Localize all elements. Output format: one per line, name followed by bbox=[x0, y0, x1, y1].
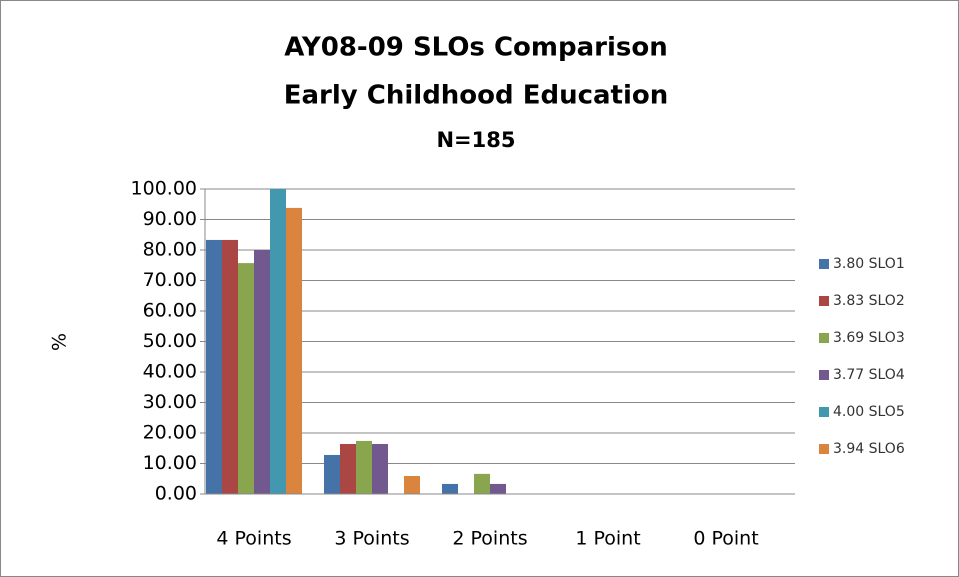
y-tick-label: 10.00 bbox=[143, 452, 197, 474]
legend-label: 3.69 SLO3 bbox=[833, 330, 905, 346]
chart-title: AY08-09 SLOs Comparison bbox=[284, 33, 667, 63]
bar bbox=[340, 443, 356, 494]
legend-label: 3.80 SLO1 bbox=[833, 256, 905, 272]
bar bbox=[474, 473, 490, 494]
bar bbox=[372, 443, 388, 494]
y-axis-label: % bbox=[49, 333, 71, 351]
legend-swatch bbox=[819, 407, 829, 417]
bar bbox=[254, 250, 270, 494]
bar bbox=[356, 440, 372, 494]
y-tick-label: 40.00 bbox=[143, 361, 197, 383]
legend-swatch bbox=[819, 259, 829, 269]
bar bbox=[222, 239, 238, 494]
x-tick-label: 3 Points bbox=[334, 528, 409, 550]
y-tick-label: 50.00 bbox=[143, 330, 197, 352]
legend-label: 3.83 SLO2 bbox=[833, 293, 905, 309]
y-tick-label: 60.00 bbox=[143, 300, 197, 322]
y-tick-label: 0.00 bbox=[155, 483, 197, 505]
y-tick-label: 30.00 bbox=[143, 391, 197, 413]
y-tick-label: 90.00 bbox=[143, 208, 197, 230]
y-tick-label: 70.00 bbox=[143, 269, 197, 291]
chart-title: Early Childhood Education bbox=[284, 81, 669, 111]
legend-label: 4.00 SLO5 bbox=[833, 404, 905, 420]
legend-label: 3.94 SLO6 bbox=[833, 441, 905, 457]
bar bbox=[442, 483, 458, 494]
bar bbox=[270, 189, 286, 494]
chart-subtitle: N=185 bbox=[436, 128, 515, 152]
bar bbox=[490, 483, 506, 494]
bar bbox=[404, 476, 420, 494]
x-tick-label: 4 Points bbox=[216, 528, 291, 550]
bar bbox=[238, 263, 254, 494]
bar bbox=[206, 239, 222, 494]
legend-label: 3.77 SLO4 bbox=[833, 367, 905, 383]
legend-swatch bbox=[819, 333, 829, 343]
y-tick-label: 20.00 bbox=[143, 422, 197, 444]
y-tick-label: 100.00 bbox=[131, 178, 197, 200]
x-tick-label: 0 Point bbox=[693, 528, 758, 550]
x-tick-label: 1 Point bbox=[575, 528, 640, 550]
y-tick-label: 80.00 bbox=[143, 239, 197, 261]
bar bbox=[286, 207, 302, 494]
x-tick-label: 2 Points bbox=[452, 528, 527, 550]
bar bbox=[324, 454, 340, 494]
legend-swatch bbox=[819, 444, 829, 454]
legend-swatch bbox=[819, 370, 829, 380]
legend-swatch bbox=[819, 296, 829, 306]
